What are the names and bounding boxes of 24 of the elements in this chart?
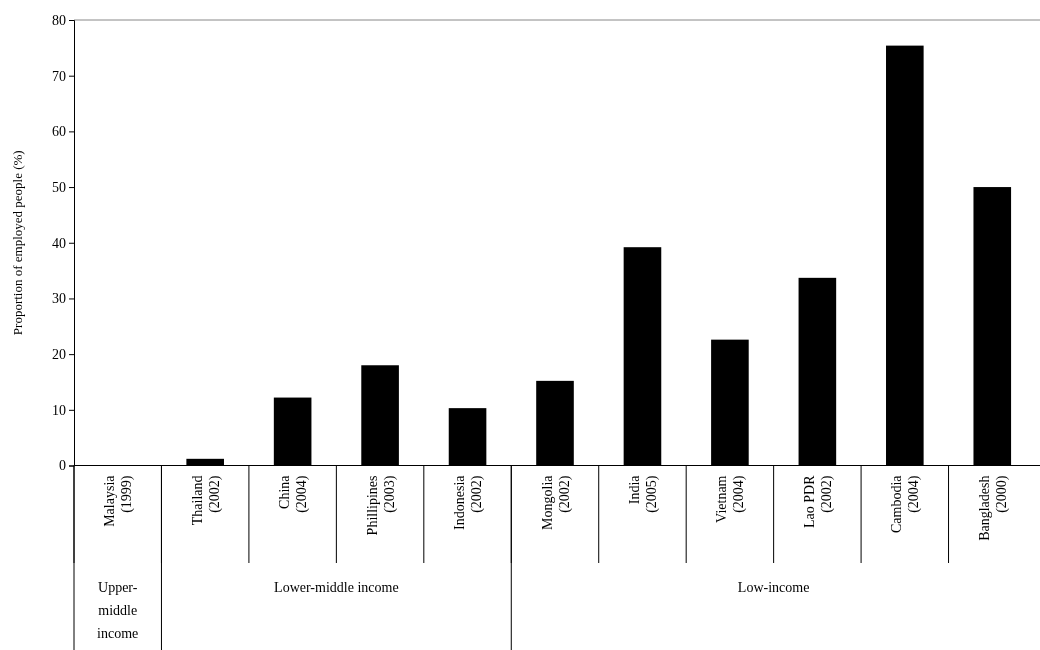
- x-tick-label: Lao PDR (2002): [801, 474, 835, 528]
- x-tick-label: Malaysia (1999): [102, 474, 136, 527]
- y-axis-title: Proportion of employed people (%): [10, 150, 25, 336]
- x-tick-label: China (2004): [277, 474, 311, 513]
- y-tick-label: 80: [52, 12, 66, 28]
- y-tick-label: 30: [52, 291, 66, 307]
- x-tick-label: Vietnam (2004): [714, 475, 748, 523]
- x-tick-label: Cambodia (2004): [889, 474, 923, 534]
- x-tick-label: Mongolia (2002): [539, 474, 573, 530]
- x-tick-label: India (2005): [626, 474, 660, 513]
- y-tick-label: 0: [59, 458, 66, 474]
- x-tick-label: Bangladesh (2000): [976, 475, 1010, 541]
- y-tick-label: 70: [52, 68, 66, 84]
- x-tick-label: Indonesia (2002): [452, 474, 486, 530]
- x-tick-label: Phillipines (2003): [364, 475, 398, 536]
- y-tick-label: 40: [52, 235, 66, 251]
- y-tick-label: 10: [52, 402, 66, 418]
- text: Low-income: [737, 580, 810, 595]
- y-tick-label: 20: [52, 347, 66, 363]
- text: Lower-middle income: [274, 580, 399, 595]
- text: Upper-middle income: [97, 580, 139, 641]
- y-tick-label: 50: [52, 180, 66, 196]
- y-tick-label: 60: [52, 124, 66, 140]
- x-tick-label: Thailand (2002): [189, 475, 223, 526]
